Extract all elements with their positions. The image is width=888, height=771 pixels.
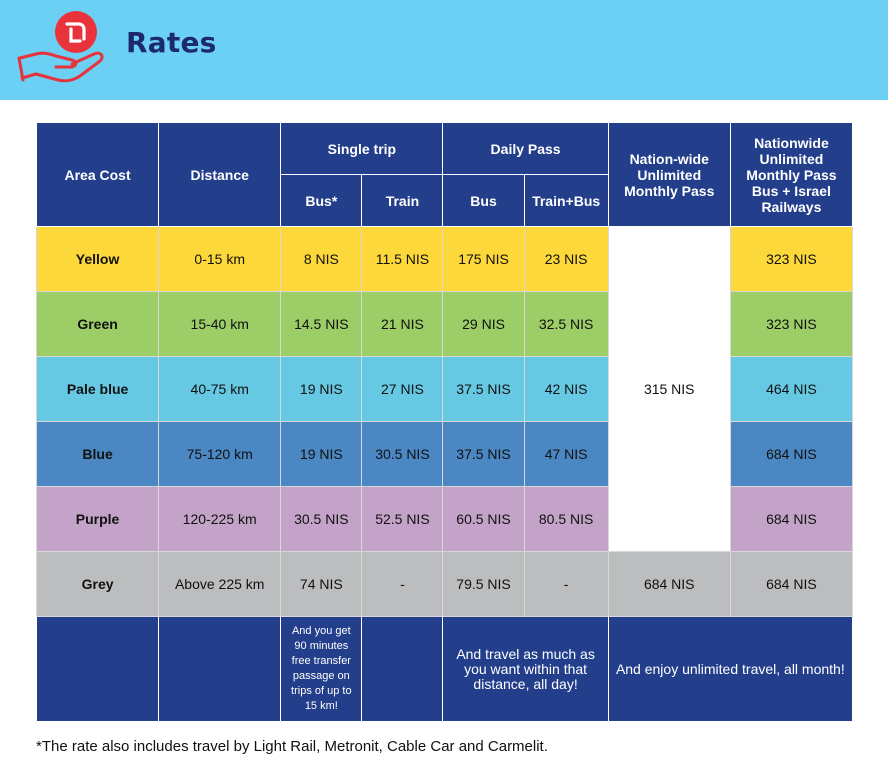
distance-cell: 0-15 km: [158, 226, 282, 292]
footer-empty-cell: [35, 616, 160, 722]
header-single-train: Train: [361, 174, 444, 227]
rail-monthly-cell: 684 NIS: [729, 421, 854, 487]
nationwide-monthly-merged-cell: 315 NIS: [607, 226, 731, 552]
rail-monthly-cell: 323 NIS: [729, 226, 854, 292]
rail-monthly-cell: 684 NIS: [729, 551, 854, 617]
daily-train-bus-cell: 32.5 NIS: [523, 291, 609, 357]
daily-train-bus-cell: 23 NIS: [523, 226, 609, 292]
single-train-cell: -: [361, 551, 444, 617]
rates-table: Area Cost Distance Single trip Daily Pas…: [35, 122, 854, 722]
header-single-bus: Bus*: [280, 174, 363, 227]
area-name: Yellow: [35, 226, 160, 292]
footer-empty-cell: [361, 616, 444, 722]
area-name: Grey: [35, 551, 160, 617]
table-subheader-row: Bus* Train Bus Train+Bus: [37, 174, 853, 227]
single-bus-cell: 30.5 NIS: [280, 486, 363, 552]
rail-monthly-cell: 323 NIS: [729, 291, 854, 357]
single-train-cell: 52.5 NIS: [361, 486, 444, 552]
single-bus-cell: 14.5 NIS: [280, 291, 363, 357]
table-row: Yellow 0-15 km 8 NIS 11.5 NIS 175 NIS 23…: [35, 226, 854, 552]
shekel-hand-icon: [17, 11, 104, 83]
footnote: *The rate also includes travel by Light …: [36, 738, 548, 755]
daily-bus-cell: 175 NIS: [442, 226, 525, 292]
table-row: Purple 120-225 km 30.5 NIS 52.5 NIS 60.5…: [35, 486, 854, 552]
single-train-cell: 11.5 NIS: [361, 226, 444, 292]
area-name: Purple: [35, 486, 160, 552]
area-name: Green: [35, 291, 160, 357]
area-name: Pale blue: [35, 356, 160, 422]
header-area-cost: Area Cost: [35, 122, 160, 227]
daily-train-bus-cell: 47 NIS: [523, 421, 609, 487]
distance-cell: 15-40 km: [158, 291, 282, 357]
header-daily-bus: Bus: [442, 174, 525, 227]
header-distance: Distance: [158, 122, 282, 227]
table-row: Grey Above 225 km 74 NIS - 79.5 NIS - 68…: [35, 551, 854, 617]
single-trip-note: And you get 90 minutes free transfer pas…: [280, 616, 363, 722]
table-footer-row: And you get 90 minutes free transfer pas…: [35, 616, 854, 722]
table-row: Blue 75-120 km 19 NIS 30.5 NIS 37.5 NIS …: [35, 421, 854, 487]
daily-train-bus-cell: 80.5 NIS: [523, 486, 609, 552]
nationwide-monthly-cell: 684 NIS: [607, 551, 731, 617]
distance-cell: 40-75 km: [158, 356, 282, 422]
daily-bus-cell: 79.5 NIS: [442, 551, 525, 617]
single-bus-cell: 74 NIS: [280, 551, 363, 617]
daily-bus-cell: 37.5 NIS: [442, 421, 525, 487]
daily-train-bus-cell: -: [523, 551, 609, 617]
header-daily-train-bus: Train+Bus: [523, 174, 609, 227]
single-train-cell: 27 NIS: [361, 356, 444, 422]
rail-monthly-cell: 684 NIS: [729, 486, 854, 552]
page-title: Rates: [126, 26, 217, 59]
header-banner: Rates: [0, 0, 888, 100]
footer-empty-cell: [158, 616, 282, 722]
distance-cell: Above 225 km: [158, 551, 282, 617]
header-nationwide-monthly: Nation-wide Unlimited Monthly Pass: [607, 122, 731, 227]
single-bus-cell: 19 NIS: [280, 356, 363, 422]
distance-cell: 120-225 km: [158, 486, 282, 552]
distance-cell: 75-120 km: [158, 421, 282, 487]
monthly-note: And enjoy unlimited travel, all month!: [607, 616, 854, 722]
single-train-cell: 21 NIS: [361, 291, 444, 357]
header-nationwide-monthly-rail: Nationwide Unlimited Monthly Pass Bus + …: [729, 122, 854, 227]
rail-monthly-cell: 464 NIS: [729, 356, 854, 422]
daily-pass-note: And travel as much as you want within th…: [442, 616, 609, 722]
area-name: Blue: [35, 421, 160, 487]
header-daily-pass: Daily Pass: [442, 122, 609, 175]
single-train-cell: 30.5 NIS: [361, 421, 444, 487]
daily-bus-cell: 60.5 NIS: [442, 486, 525, 552]
header-single-trip: Single trip: [280, 122, 444, 175]
single-bus-cell: 8 NIS: [280, 226, 363, 292]
daily-bus-cell: 29 NIS: [442, 291, 525, 357]
table-row: Pale blue 40-75 km 19 NIS 27 NIS 37.5 NI…: [35, 356, 854, 422]
single-bus-cell: 19 NIS: [280, 421, 363, 487]
table-header-row: Area Cost Distance Single trip Daily Pas…: [35, 122, 854, 227]
table-row: Green 15-40 km 14.5 NIS 21 NIS 29 NIS 32…: [35, 291, 854, 357]
daily-train-bus-cell: 42 NIS: [523, 356, 609, 422]
daily-bus-cell: 37.5 NIS: [442, 356, 525, 422]
